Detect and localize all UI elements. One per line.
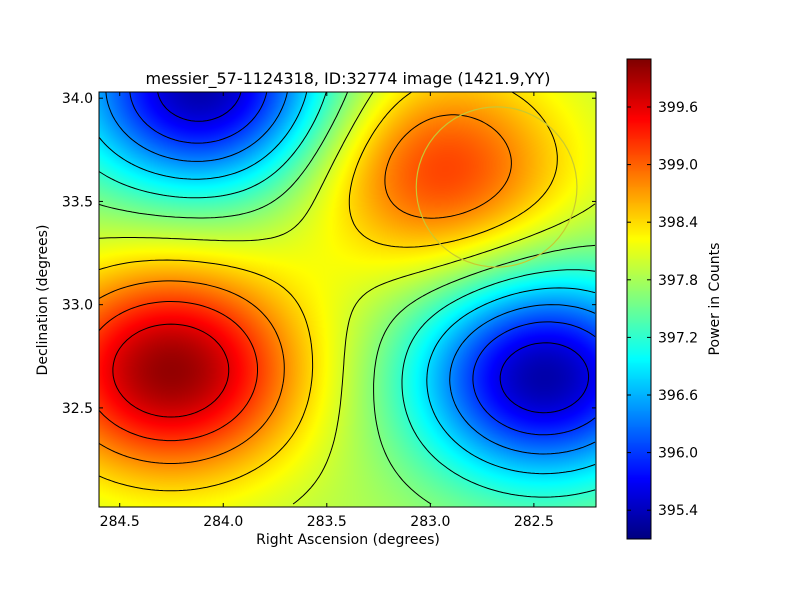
x-tick-label: 284.5 bbox=[100, 514, 140, 530]
chart-title: messier_57-1124318, ID:32774 image (1421… bbox=[146, 69, 551, 89]
colorbar-tick-label: 397.8 bbox=[658, 273, 698, 289]
contour-line-2 bbox=[105, 92, 596, 455]
contour-line-5 bbox=[99, 92, 596, 505]
y-tick-label: 33.5 bbox=[62, 194, 93, 210]
contour-line-7 bbox=[99, 92, 558, 492]
contour-line-0 bbox=[157, 92, 590, 414]
x-tick-label: 284.0 bbox=[203, 514, 243, 530]
colorbar-tick-label: 396.6 bbox=[658, 388, 698, 404]
x-axis: 284.5 284.0 283.5 283.0 282.5 bbox=[100, 92, 554, 530]
colorbar: 395.4 396.0 396.6 397.2 397.8 398.4 399.0 399.6… bbox=[626, 58, 723, 540]
y-tick-label: 32.5 bbox=[62, 401, 93, 417]
x-tick-label: 282.5 bbox=[514, 514, 554, 530]
contour-line-3 bbox=[99, 92, 596, 475]
colorbar-ticks: 395.4 396.0 396.6 397.2 397.8 398.4 399.0 399.6 bbox=[627, 100, 698, 519]
contour-line-1 bbox=[129, 92, 596, 436]
colorbar-tick-label: 397.2 bbox=[658, 330, 698, 346]
colorbar-tick-label: 399.0 bbox=[658, 158, 698, 174]
contour-line-9 bbox=[99, 301, 258, 442]
contour-line-8 bbox=[99, 114, 512, 464]
colorbar-gradient bbox=[627, 59, 651, 539]
contour-lines bbox=[99, 92, 596, 505]
contour-line-6 bbox=[99, 92, 596, 505]
y-tick-label: 33.0 bbox=[62, 298, 93, 314]
contour-line-4 bbox=[99, 92, 596, 498]
colorbar-tick-label: 399.6 bbox=[658, 100, 698, 116]
contour-line-10 bbox=[112, 323, 230, 418]
colorbar-tick-label: 396.0 bbox=[658, 446, 698, 462]
x-tick-label: 283.0 bbox=[410, 514, 450, 530]
y-axis: 32.5 33.0 33.5 34.0 bbox=[62, 91, 596, 417]
plot-frame bbox=[98, 91, 597, 508]
colorbar-frame bbox=[626, 58, 652, 540]
colorbar-label: Power in Counts bbox=[707, 243, 723, 356]
heatmap-image bbox=[99, 92, 596, 507]
annotation-circle bbox=[415, 106, 578, 268]
x-axis-label: Right Ascension (degrees) bbox=[256, 532, 440, 548]
x-tick-label: 283.5 bbox=[307, 514, 347, 530]
colorbar-tick-label: 395.4 bbox=[658, 503, 698, 519]
y-tick-label: 34.0 bbox=[62, 91, 93, 107]
colorbar-tick-label: 398.4 bbox=[658, 215, 698, 231]
plot-area bbox=[98, 91, 597, 508]
y-axis-label: Declination (degrees) bbox=[35, 225, 51, 376]
